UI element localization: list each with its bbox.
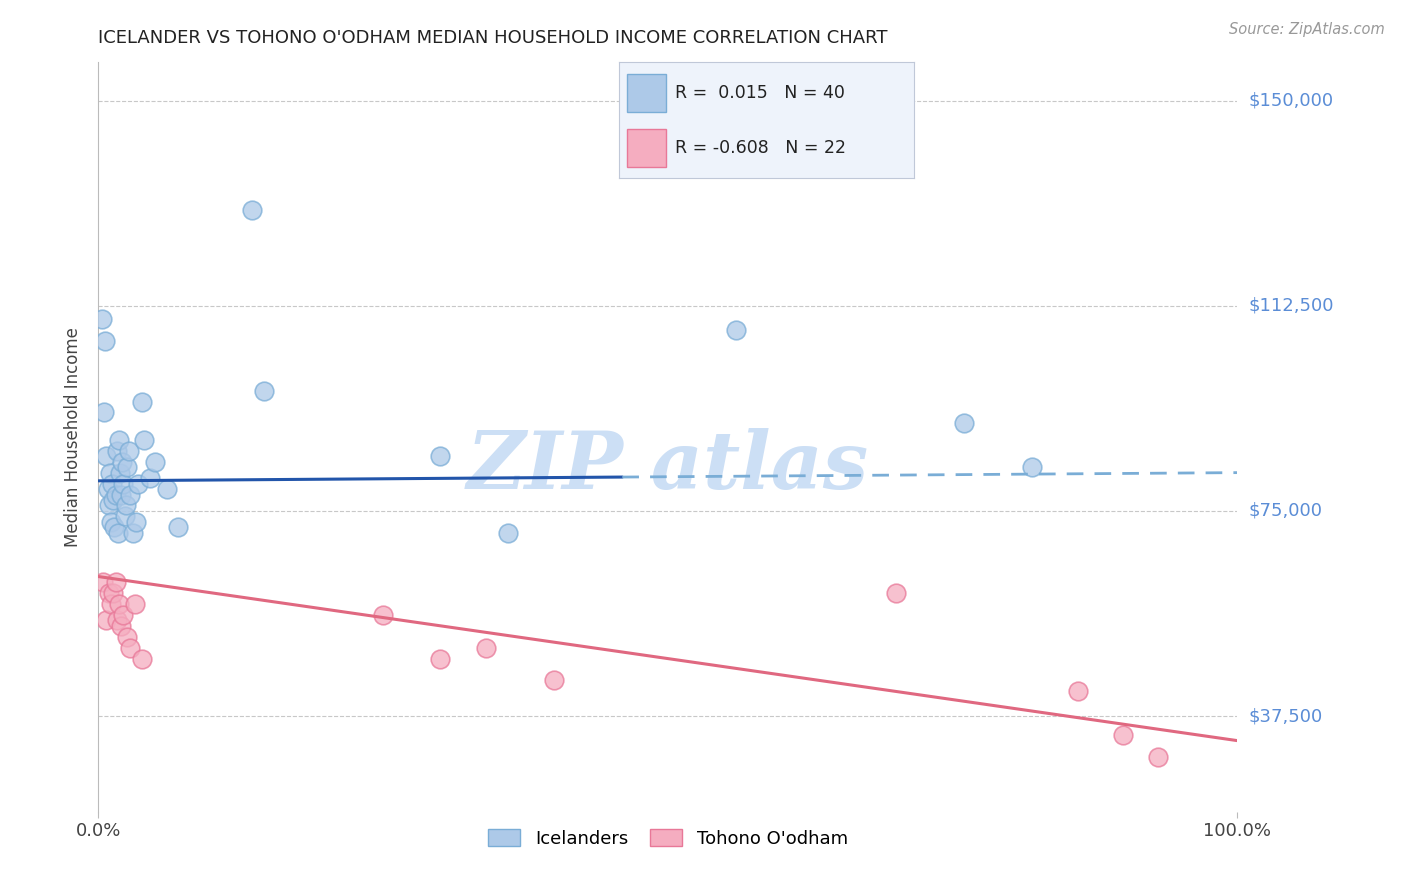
Point xyxy=(96,482,118,496)
Legend: Icelanders, Tohono O'odham: Icelanders, Tohono O'odham xyxy=(481,822,855,855)
Point xyxy=(121,525,143,540)
Point xyxy=(114,499,136,513)
Point xyxy=(108,597,131,611)
Bar xyxy=(627,74,666,112)
Point xyxy=(1021,460,1043,475)
Point xyxy=(114,509,136,524)
Point xyxy=(115,630,138,644)
Point xyxy=(543,673,565,688)
Point xyxy=(93,405,115,419)
Point xyxy=(100,515,122,529)
Point xyxy=(97,586,120,600)
Point xyxy=(725,323,748,337)
Point xyxy=(145,455,167,469)
Point xyxy=(105,613,128,627)
Text: ZIP atlas: ZIP atlas xyxy=(467,428,869,506)
Point xyxy=(96,449,118,463)
Point xyxy=(103,493,125,508)
Text: ICELANDER VS TOHONO O'ODHAM MEDIAN HOUSEHOLD INCOME CORRELATION CHART: ICELANDER VS TOHONO O'ODHAM MEDIAN HOUSE… xyxy=(98,29,889,47)
Point xyxy=(132,433,155,447)
Point xyxy=(112,607,135,622)
Point xyxy=(429,651,451,665)
Point xyxy=(104,574,127,589)
Point xyxy=(111,455,134,469)
Point xyxy=(167,520,190,534)
Point xyxy=(108,466,131,480)
Point xyxy=(104,487,127,501)
Bar xyxy=(627,128,666,167)
Text: R =  0.015   N = 40: R = 0.015 N = 40 xyxy=(675,84,845,103)
Text: $75,000: $75,000 xyxy=(1249,502,1323,520)
Point xyxy=(110,487,132,501)
Point xyxy=(108,433,131,447)
Point xyxy=(98,466,121,480)
Point xyxy=(107,525,129,540)
Point xyxy=(252,384,274,398)
Point xyxy=(91,574,114,589)
Point xyxy=(120,640,142,655)
Point xyxy=(103,586,125,600)
Point xyxy=(101,476,124,491)
Point xyxy=(112,476,135,491)
Point xyxy=(100,597,122,611)
Point xyxy=(118,443,141,458)
Point xyxy=(120,487,142,501)
Point xyxy=(110,619,132,633)
Point xyxy=(103,520,125,534)
Point xyxy=(127,476,149,491)
Point xyxy=(884,586,907,600)
Point xyxy=(138,471,160,485)
Point xyxy=(240,203,263,218)
Point xyxy=(1067,684,1090,698)
Point xyxy=(115,460,138,475)
Point xyxy=(125,515,148,529)
Point xyxy=(124,597,146,611)
Point xyxy=(474,640,496,655)
Point xyxy=(131,394,153,409)
Text: $150,000: $150,000 xyxy=(1249,92,1333,110)
Point xyxy=(498,525,520,540)
Text: Source: ZipAtlas.com: Source: ZipAtlas.com xyxy=(1229,22,1385,37)
Point xyxy=(1146,750,1168,764)
Point xyxy=(131,651,153,665)
Point xyxy=(96,613,118,627)
Point xyxy=(97,499,120,513)
Text: $112,500: $112,500 xyxy=(1249,297,1334,315)
Text: R = -0.608   N = 22: R = -0.608 N = 22 xyxy=(675,138,846,157)
Text: $37,500: $37,500 xyxy=(1249,707,1323,725)
Y-axis label: Median Household Income: Median Household Income xyxy=(65,327,83,547)
Point xyxy=(105,443,128,458)
Point xyxy=(156,482,179,496)
Point xyxy=(1112,728,1135,742)
Point xyxy=(371,607,394,622)
Point xyxy=(429,449,451,463)
Point xyxy=(953,417,976,431)
Point xyxy=(94,334,117,349)
Point xyxy=(90,312,112,326)
